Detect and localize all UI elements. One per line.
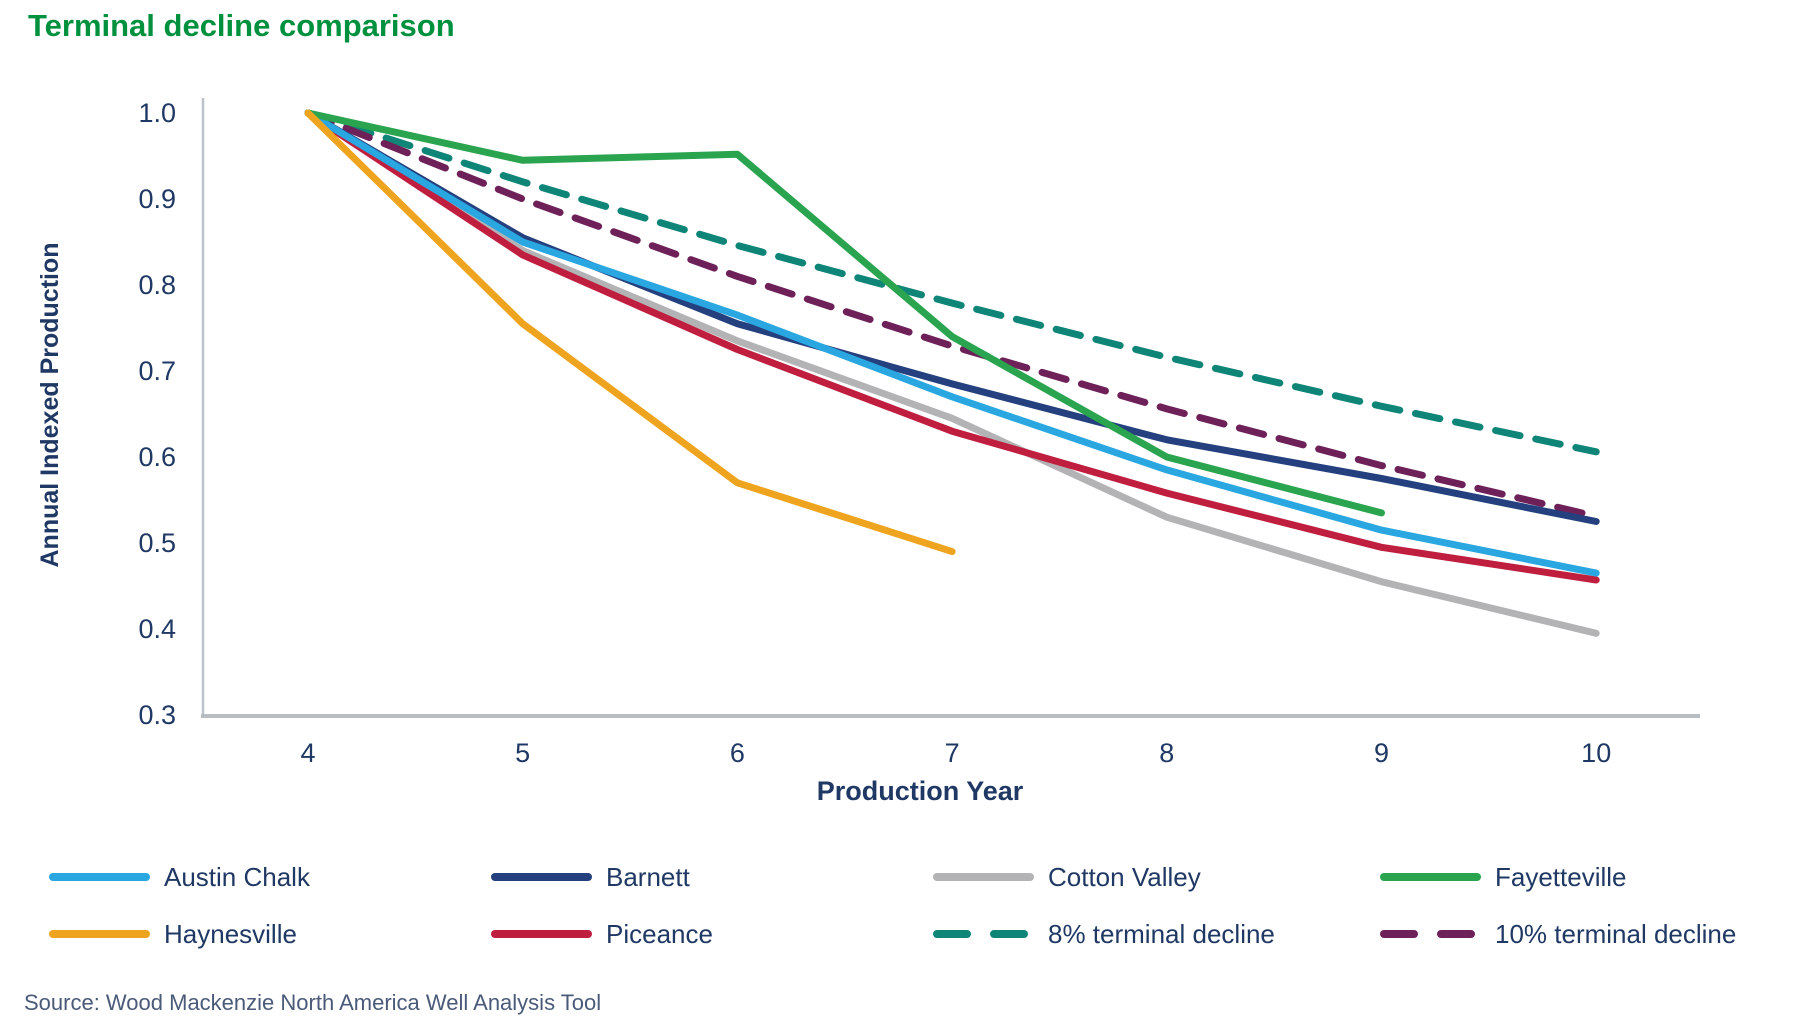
y-tick-label: 0.4: [138, 614, 176, 644]
legend-label: Austin Chalk: [164, 861, 310, 892]
legend-item-fayetteville: Fayetteville: [1379, 862, 1627, 892]
series-line-piceance: [304, 109, 1600, 584]
source-note: Source: Wood Mackenzie North America Wel…: [24, 990, 602, 1015]
line-chart: 1.0 0.9 0.8 0.7 0.6 0.5 0.4 0.3 4 5 6 7 8 9 10 Annual…: [36, 98, 1700, 806]
x-tick-label: 4: [300, 738, 315, 768]
legend-item-8pct-terminal-decline: 8% terminal decline: [932, 919, 1275, 949]
y-axis-tick-labels: 1.0 0.9 0.8 0.7 0.6 0.5 0.4 0.3: [138, 98, 176, 730]
series-line-fayetteville: [304, 109, 1385, 517]
legend-item-haynesville: Haynesville: [48, 919, 297, 949]
chart-title: Terminal decline comparison: [28, 8, 455, 43]
legend-label: 10% terminal decline: [1495, 918, 1737, 949]
dashed-teal-line-swatch-icon: [933, 930, 1034, 938]
x-tick-label: 5: [515, 738, 530, 768]
x-tick-label: 8: [1159, 738, 1174, 768]
y-tick-label: 0.7: [138, 356, 176, 386]
x-tick-label: 10: [1581, 738, 1611, 768]
x-tick-label: 6: [730, 738, 745, 768]
x-axis-tick-labels: 4 5 6 7 8 9 10: [300, 738, 1611, 768]
legend-item-barnett: Barnett: [490, 862, 690, 892]
x-tick-label: 7: [945, 738, 960, 768]
legend-item-piceance: Piceance: [490, 919, 713, 949]
series-line-barnett: [304, 109, 1600, 525]
austin-chalk-line-swatch-icon: [49, 873, 150, 881]
series-lines: [304, 109, 1600, 637]
chart-canvas: 1.0 0.9 0.8 0.7 0.6 0.5 0.4 0.3 4 5 6 7 8 9 10 Annual…: [36, 98, 1700, 806]
series-line-10-terminal-decline: [304, 109, 1600, 520]
legend-label: Haynesville: [164, 918, 297, 949]
legend-item-cotton-valley: Cotton Valley: [932, 862, 1201, 892]
dashed-purple-line-swatch-icon: [1380, 930, 1481, 938]
legend-label: Piceance: [606, 918, 713, 949]
series-line-austin-chalk: [304, 109, 1600, 577]
series-line-cotton-valley: [304, 109, 1600, 637]
series-line-haynesville: [304, 109, 956, 556]
x-tick-label: 9: [1374, 738, 1389, 768]
fayetteville-line-swatch-icon: [1380, 873, 1481, 881]
y-tick-label: 0.5: [138, 528, 176, 558]
axes: [201, 98, 1700, 718]
y-tick-label: 0.6: [138, 442, 176, 472]
legend-label: 8% terminal decline: [1048, 918, 1275, 949]
y-tick-label: 0.9: [138, 184, 176, 214]
y-axis-title: Annual Indexed Production: [36, 242, 64, 567]
legend-label: Cotton Valley: [1048, 861, 1201, 892]
y-tick-label: 1.0: [138, 98, 176, 128]
cotton-valley-line-swatch-icon: [933, 873, 1034, 881]
legend-item-austin-chalk: Austin Chalk: [48, 862, 310, 892]
series-line-8-terminal-decline: [304, 109, 1600, 456]
legend-label: Barnett: [606, 861, 690, 892]
legend-label: Fayetteville: [1495, 861, 1627, 892]
legend-item-10pct-terminal-decline: 10% terminal decline: [1379, 919, 1736, 949]
y-tick-label: 0.8: [138, 270, 176, 300]
barnett-line-swatch-icon: [491, 873, 592, 881]
x-axis-title: Production Year: [817, 776, 1024, 806]
piceance-line-swatch-icon: [491, 930, 592, 938]
y-tick-label: 0.3: [138, 700, 176, 730]
haynesville-line-swatch-icon: [49, 930, 150, 938]
